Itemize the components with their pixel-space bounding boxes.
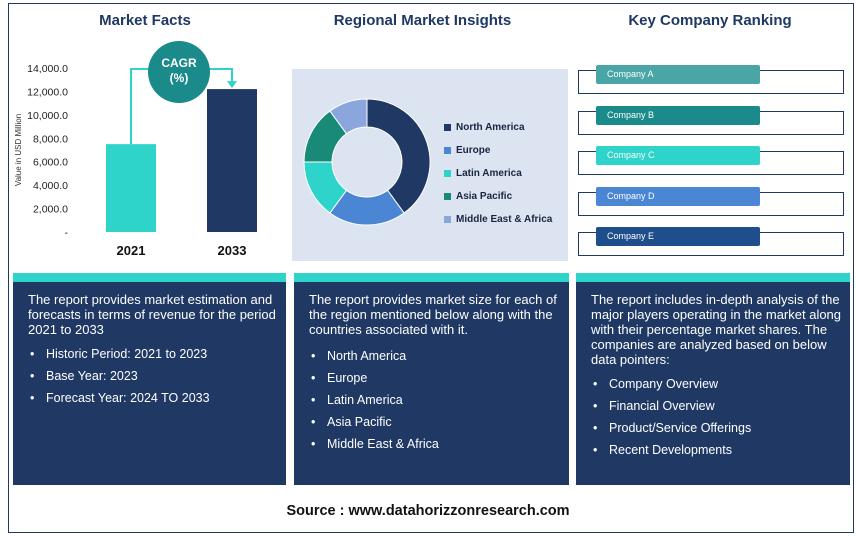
ranking-bullet-list: Company OverviewFinancial OverviewProduc… [591, 373, 842, 461]
cagr-unit: (%) [169, 71, 189, 85]
regional-description: The report provides market size for each… [309, 292, 557, 337]
legend-swatch [444, 170, 451, 177]
y-tick-label: 8,000.0 [33, 133, 68, 145]
bullet-item: Asia Pacific [309, 411, 561, 433]
legend-swatch [444, 124, 451, 131]
regional-insights-title: Regional Market Insights [333, 12, 512, 29]
legend-item: Asia Pacific [444, 185, 552, 208]
legend-item: Middle East & Africa [444, 208, 552, 231]
y-tick-label: 14,000.0 [27, 63, 68, 75]
infographic-frame [8, 3, 854, 533]
y-tick-label: 10,000.0 [27, 110, 68, 122]
box-accent-bar [576, 273, 850, 282]
y-axis-title: Value in USD Million [14, 114, 23, 186]
source-citation: Source : www.datahorizzonresearch.com [286, 503, 570, 519]
bullet-item: Historic Period: 2021 to 2023 [28, 343, 278, 365]
company-ranking-title: Key Company Ranking [628, 12, 792, 29]
legend-item: Europe [444, 139, 552, 162]
y-tick-label: 4,000.0 [33, 180, 68, 192]
cagr-arrowhead-icon [227, 81, 237, 89]
x-category-label: 2033 [218, 243, 247, 258]
company-bar: Company B [596, 105, 760, 125]
legend-swatch [444, 193, 451, 200]
bullet-item: Product/Service Offerings [591, 417, 842, 439]
ranking-info-box: The report includes in-depth analysis of… [576, 273, 850, 485]
cagr-badge: CAGR (%) [148, 41, 210, 103]
bullet-item: Recent Developments [591, 439, 842, 461]
company-bar: Company A [596, 65, 760, 84]
legend-item: North America [444, 116, 552, 139]
regional-donut-panel: North America Europe Latin America Asia Pac… [292, 69, 568, 261]
legend-item: Latin America [444, 162, 552, 185]
bullet-item: Forecast Year: 2024 TO 2033 [28, 387, 278, 409]
donut-slice-middle-east-africa [329, 98, 368, 135]
bullet-item: Company Overview [591, 373, 842, 395]
donut-slice-north-america [366, 98, 431, 214]
legend-swatch [444, 216, 451, 223]
bullet-item: Middle East & Africa [309, 433, 561, 455]
ranking-description: The report includes in-depth analysis of… [591, 292, 842, 367]
cagr-label: CAGR [161, 56, 197, 70]
legend-label: North America [456, 122, 525, 133]
x-category-label: 2021 [117, 243, 146, 258]
y-tick-label: - [65, 227, 69, 239]
company-bar: Company E [596, 227, 760, 246]
market-facts-bar-chart: Value in USD Million - 2,000.0 4,000.0 6,000… [14, 63, 257, 258]
y-tick-label: 6,000.0 [33, 157, 68, 169]
bullet-item: North America [309, 345, 561, 367]
company-bar: Company D [596, 186, 760, 206]
bullet-item: Base Year: 2023 [28, 365, 278, 387]
regional-info-box: The report provides market size for each… [294, 273, 569, 485]
y-tick-label: 12,000.0 [27, 86, 68, 98]
legend-label: Latin America [456, 168, 522, 179]
donut-legend: North America Europe Latin America Asia Pac… [444, 116, 552, 231]
market-facts-info-box: The report provides market estimation an… [13, 273, 286, 485]
market-facts-title: Market Facts [99, 12, 191, 29]
bar-2021 [106, 144, 156, 232]
box-accent-bar [13, 273, 286, 282]
bullet-item: Financial Overview [591, 395, 842, 417]
legend-label: Europe [456, 145, 491, 156]
legend-label: Middle East & Africa [456, 214, 553, 225]
facts-description: The report provides market estimation an… [28, 292, 276, 337]
facts-bullet-list: Historic Period: 2021 to 2023Base Year: … [28, 343, 278, 409]
bullet-item: Latin America [309, 389, 561, 411]
y-tick-label: 2,000.0 [33, 204, 68, 216]
bar-2033 [207, 89, 257, 232]
regional-donut-chart [303, 98, 431, 226]
company-bar: Company C [596, 146, 760, 165]
legend-swatch [444, 147, 451, 154]
bullet-item: Europe [309, 367, 561, 389]
legend-label: Asia Pacific [456, 191, 513, 202]
box-accent-bar [294, 273, 569, 282]
